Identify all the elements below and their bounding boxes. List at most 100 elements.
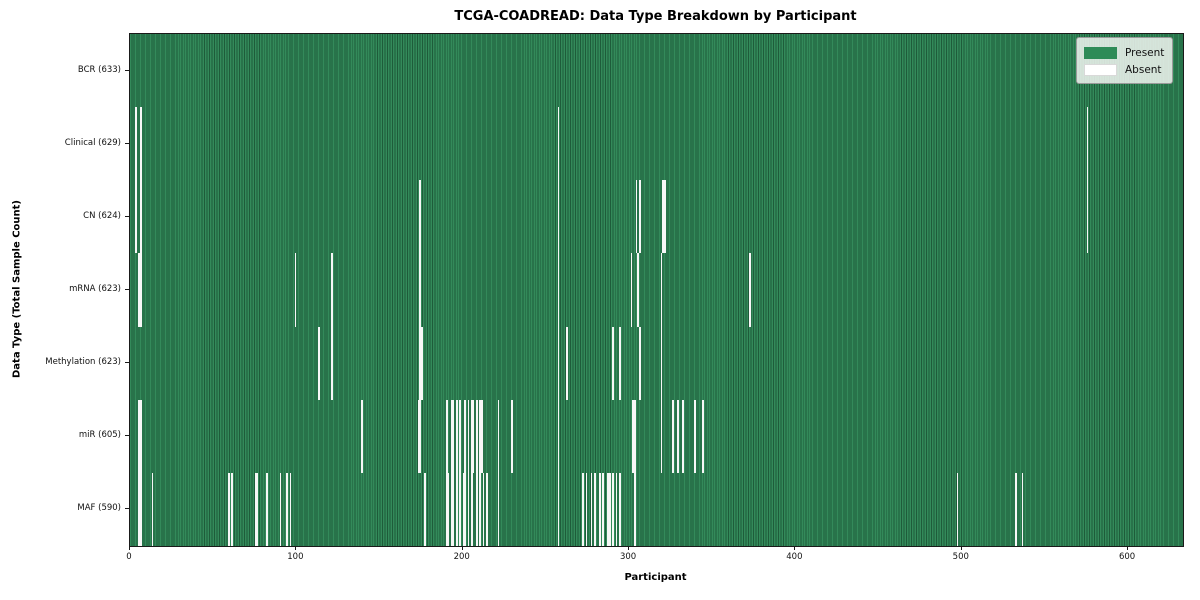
legend-entry-absent: Absent — [1084, 61, 1172, 78]
x-tick-label-200: 200 — [453, 552, 470, 562]
x-tick-label-300: 300 — [619, 552, 637, 562]
absent-stripe — [585, 472, 588, 546]
absent-stripe — [419, 180, 422, 254]
x-tick-mark — [461, 546, 463, 550]
absent-stripe — [557, 107, 560, 181]
heatmap-row-mRNA — [130, 253, 1183, 327]
y-tick-mark — [125, 289, 129, 290]
absent-stripe — [139, 180, 142, 254]
absent-stripe — [289, 472, 292, 546]
absent-stripe — [467, 399, 470, 473]
absent-stripe — [619, 326, 621, 400]
legend: Present Absent — [1076, 37, 1173, 84]
absent-stripe — [134, 107, 137, 181]
absent-stripe — [634, 399, 636, 473]
absent-stripe — [419, 326, 422, 400]
x-tick-mark — [295, 546, 297, 550]
absent-stripe — [472, 399, 475, 473]
absent-stripe — [639, 180, 641, 254]
y-tick-label-miR: miR (605) — [78, 430, 121, 441]
absent-stripe — [693, 399, 696, 473]
absent-stripe — [702, 399, 704, 473]
absent-stripe — [421, 326, 423, 400]
absent-stripe — [417, 399, 420, 473]
absent-stripe — [138, 472, 140, 546]
absent-stripe — [662, 180, 664, 254]
absent-stripe — [582, 472, 585, 546]
x-tick-label-0: 0 — [126, 552, 132, 562]
absent-stripe — [557, 399, 560, 473]
absent-stripe — [451, 472, 453, 546]
absent-stripe — [619, 472, 621, 546]
absent-stripe — [331, 253, 333, 327]
absent-stripe — [138, 253, 140, 327]
absent-stripe — [660, 399, 663, 473]
absent-stripe — [286, 472, 289, 546]
absent-stripe — [476, 472, 478, 546]
absent-stripe — [228, 472, 230, 546]
absent-stripe — [139, 107, 142, 181]
x-tick-label-600: 600 — [1118, 552, 1136, 562]
y-tick-label-CN: CN (624) — [83, 210, 121, 221]
absent-stripe — [479, 399, 482, 473]
x-tick-label-100: 100 — [287, 552, 304, 562]
absent-stripe — [497, 472, 500, 546]
absent-stripe — [634, 472, 636, 546]
heatmap-row-CN — [130, 180, 1183, 254]
absent-stripe — [677, 399, 679, 473]
absent-stripe — [1086, 107, 1089, 181]
y-tick-mark — [125, 435, 129, 437]
y-tick-mark — [125, 362, 129, 364]
legend-absent-label: Absent — [1125, 63, 1162, 76]
absent-stripe — [557, 326, 560, 400]
x-tick-mark — [794, 546, 796, 550]
absent-stripe — [557, 472, 560, 546]
absent-stripe — [630, 253, 633, 327]
absent-stripe — [139, 472, 142, 546]
absent-stripe — [682, 399, 684, 473]
x-tick-mark — [628, 546, 630, 550]
absent-stripe — [565, 326, 568, 400]
y-tick-label-MAF: MAF (590) — [77, 503, 121, 514]
y-tick-label-mRNA: mRNA (623) — [69, 284, 121, 294]
absent-stripe — [609, 472, 611, 546]
legend-absent-swatch-icon — [1084, 63, 1117, 76]
absent-stripe — [138, 399, 140, 473]
absent-stripe — [481, 399, 483, 473]
x-tick-label-500: 500 — [952, 552, 969, 562]
absent-stripe — [139, 253, 142, 327]
y-tick-mark — [125, 69, 129, 71]
absent-stripe — [485, 472, 488, 546]
absent-stripe — [134, 180, 137, 254]
absent-stripe — [447, 472, 450, 546]
absent-stripe — [639, 326, 641, 400]
x-tick-mark — [1127, 546, 1129, 550]
absent-stripe — [660, 326, 663, 400]
y-tick-mark — [125, 142, 129, 144]
absent-stripe — [452, 399, 455, 473]
x-axis-label: Participant — [624, 572, 687, 583]
absent-stripe — [467, 472, 470, 546]
absent-stripe — [672, 399, 674, 473]
y-tick-label-Clinical: Clinical (629) — [64, 137, 121, 148]
y-tick-mark — [125, 215, 129, 217]
absent-stripe — [424, 472, 427, 546]
absent-stripe — [557, 180, 560, 254]
absent-stripe — [456, 399, 458, 473]
absent-stripe — [1086, 180, 1089, 254]
absent-stripe — [279, 472, 282, 546]
absent-stripe — [446, 399, 448, 473]
absent-stripe — [459, 399, 462, 473]
absent-stripe — [594, 472, 596, 546]
absent-stripe — [456, 472, 458, 546]
absent-stripe — [479, 472, 482, 546]
absent-stripe — [446, 472, 448, 546]
absent-stripe — [451, 399, 453, 473]
absent-stripe — [471, 472, 473, 546]
legend-entry-present: Present — [1084, 44, 1172, 61]
heatmap-row-Clinical — [130, 107, 1183, 181]
absent-stripe — [256, 472, 259, 546]
absent-stripe — [612, 326, 615, 400]
absent-stripe — [632, 399, 635, 473]
heatmap-row-miR — [130, 399, 1183, 473]
